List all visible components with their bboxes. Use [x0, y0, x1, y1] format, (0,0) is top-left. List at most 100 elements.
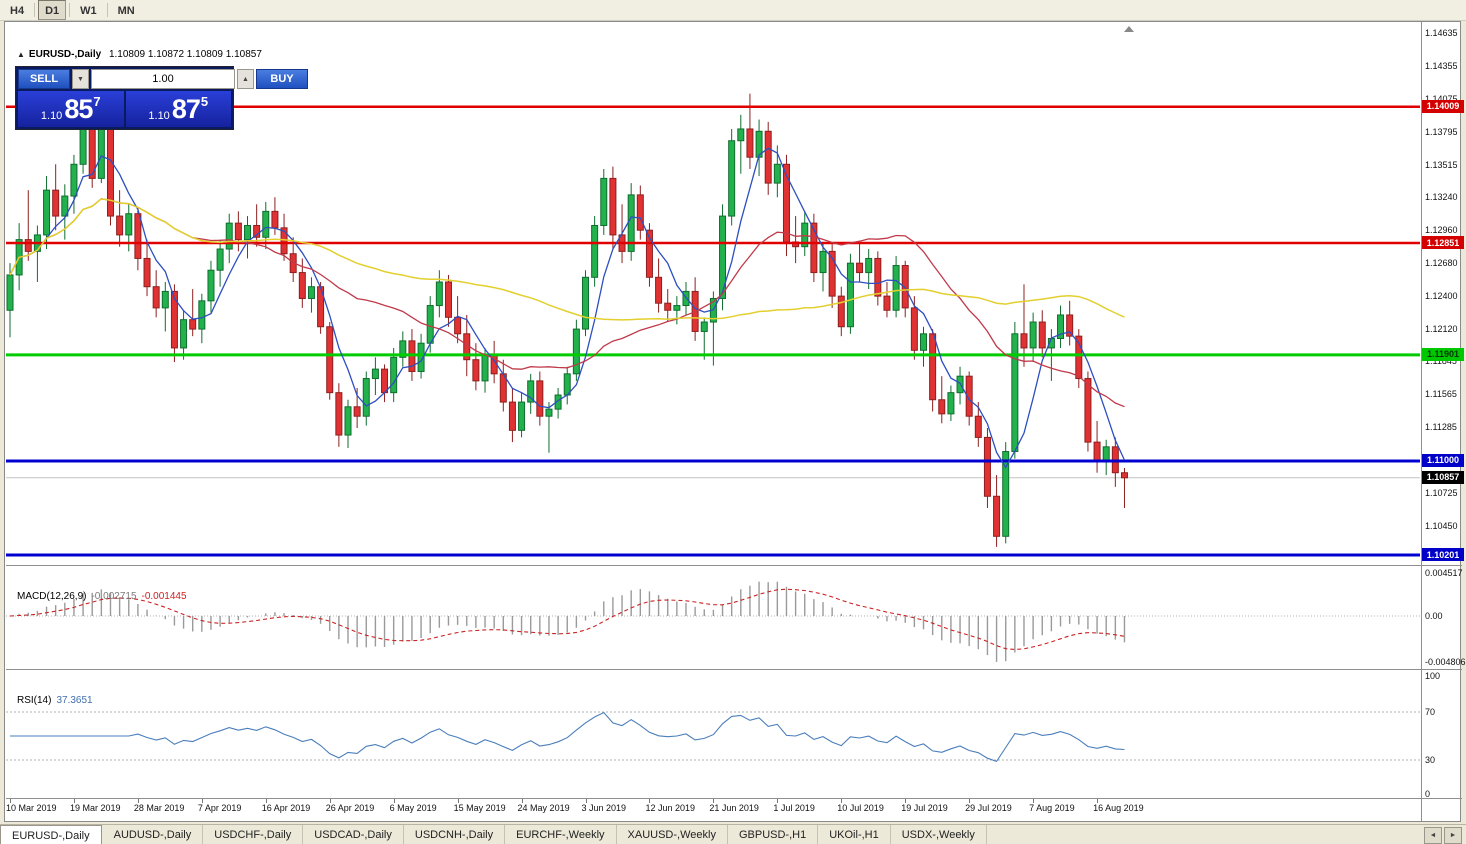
volume-decrease-button[interactable]: ▼ — [72, 69, 89, 89]
price-axis-label: 1.10725 — [1425, 488, 1458, 499]
price-level-badge: 1.11000 — [1422, 453, 1464, 467]
chart-tab[interactable]: USDX-,Weekly — [891, 825, 987, 844]
date-axis-tick — [393, 799, 395, 803]
timeframe-button-w1[interactable]: W1 — [80, 4, 97, 17]
price-level-badge: 1.11901 — [1422, 347, 1464, 361]
buy-price-pip-digit: 5 — [200, 94, 209, 109]
date-axis-label: 7 Aug 2019 — [1029, 803, 1075, 813]
price-level-badge: 1.12851 — [1422, 236, 1464, 250]
timeframe-button-d1[interactable]: D1 — [38, 0, 67, 20]
date-axis-tick — [457, 799, 459, 803]
chart-tab[interactable]: USDCAD-,Daily — [303, 825, 404, 844]
macd-histogram — [18, 581, 1126, 662]
date-axis-label: 10 Jul 2019 — [837, 803, 884, 813]
date-axis-tick — [265, 799, 267, 803]
chart-tab[interactable]: USDCNH-,Daily — [404, 825, 506, 844]
date-axis-tick — [585, 799, 587, 803]
toolbar-separator — [106, 3, 108, 17]
date-axis-tick — [10, 799, 11, 803]
timeframe-button-mn[interactable]: MN — [117, 4, 135, 17]
buy-button[interactable]: BUY — [256, 69, 308, 89]
rsi-name: RSI(14) — [17, 695, 52, 706]
chart-tab[interactable]: USDCHF-,Daily — [203, 825, 304, 844]
rsi-indicator-label: RSI(14) 37.3651 — [17, 695, 93, 706]
buy-price-display[interactable]: 1.10 87 5 — [125, 91, 231, 127]
volume-input[interactable] — [91, 69, 235, 89]
rsi-panel-splitter[interactable] — [6, 669, 1462, 670]
date-axis-label: 26 Apr 2019 — [325, 803, 375, 813]
date-axis-tick — [521, 799, 523, 803]
one-click-trading-toggle-icon[interactable]: ▲ — [17, 50, 25, 59]
date-axis-label: 24 May 2019 — [517, 803, 570, 813]
sell-price-big-digits: 85 — [64, 93, 93, 124]
date-axis-separator — [6, 798, 1462, 799]
chart-tab[interactable]: AUDUSD-,Daily — [103, 825, 204, 844]
price-axis-label: 1.10450 — [1425, 520, 1458, 531]
macd-chart-canvas[interactable] — [6, 566, 1420, 669]
sell-button[interactable]: SELL — [18, 69, 70, 89]
chart-ohlc-values: 1.10809 1.10872 1.10809 1.10857 — [108, 49, 262, 60]
date-axis-label: 29 Jul 2019 — [965, 803, 1012, 813]
macd-scale-label: 0.004517 — [1425, 568, 1463, 578]
rsi-scale-label: 100 — [1425, 671, 1441, 681]
date-axis-label: 16 Aug 2019 — [1093, 803, 1144, 813]
price-axis-label: 1.14355 — [1425, 60, 1458, 71]
date-axis-tick — [73, 799, 75, 803]
tab-scroll-group: ◄ ► — [1424, 825, 1466, 844]
rsi-scale-label: 70 — [1425, 707, 1436, 717]
date-axis-tick — [649, 799, 651, 803]
main-chart-canvas[interactable] — [6, 24, 1420, 565]
rsi-scale-label: 30 — [1425, 755, 1436, 765]
tab-scroll-right-icon[interactable]: ► — [1444, 826, 1462, 844]
rsi-chart-canvas[interactable] — [6, 670, 1420, 798]
timeframe-button-h4[interactable]: H4 — [10, 4, 25, 17]
date-axis-tick — [137, 799, 139, 803]
date-axis-label: 15 May 2019 — [453, 803, 506, 813]
sell-price-display[interactable]: 1.10 85 7 — [18, 91, 124, 127]
date-axis-tick — [905, 799, 907, 803]
date-axis-tick — [841, 799, 843, 803]
price-level-badge: 1.10201 — [1422, 548, 1464, 561]
date-axis-label: 7 Apr 2019 — [197, 803, 242, 813]
date-axis-label: 10 Mar 2019 — [6, 803, 57, 813]
chart-shift-marker[interactable] — [1124, 26, 1134, 32]
price-axis-label: 1.14075 — [1425, 94, 1464, 104]
date-axis-tick — [1033, 799, 1035, 803]
date-axis-tick — [201, 799, 203, 803]
macd-scale-label: -0.004806 — [1425, 657, 1466, 667]
date-axis-label: 19 Mar 2019 — [69, 803, 121, 813]
macd-signal-line — [9, 588, 1125, 651]
macd-signal-value: -0.001445 — [141, 591, 187, 602]
tab-scroll-left-icon[interactable]: ◄ — [1424, 826, 1442, 844]
rsi-scale-label: 0 — [1425, 789, 1431, 799]
price-axis-label: 1.11285 — [1425, 422, 1457, 433]
chart-tab[interactable]: GBPUSD-,H1 — [728, 825, 819, 844]
price-level-badge: 1.14009 — [1422, 99, 1464, 113]
date-axis-tick — [1097, 799, 1099, 803]
date-axis-label: 19 Jul 2019 — [901, 803, 948, 813]
date-axis-tick — [777, 799, 779, 803]
date-axis-tick — [329, 799, 331, 803]
date-axis-label: 21 Jun 2019 — [709, 803, 759, 813]
current-price-badge: 1.10857 — [1422, 470, 1464, 484]
date-axis-label: 28 Mar 2019 — [133, 803, 185, 813]
volume-increase-button[interactable]: ▲ — [237, 69, 254, 89]
sell-price-prefix: 1.10 — [40, 110, 63, 122]
chart-tab[interactable]: XAUUSD-,Weekly — [617, 825, 728, 844]
rsi-value: 37.3651 — [56, 695, 93, 706]
macd-panel-splitter[interactable] — [6, 565, 1462, 566]
chart-tab[interactable]: EURCHF-,Weekly — [505, 825, 617, 844]
chart-tab[interactable]: UKOil-,H1 — [818, 825, 891, 844]
price-axis-label: 1.13240 — [1425, 192, 1458, 203]
chart-tab[interactable]: EURUSD-,Daily — [0, 825, 102, 844]
price-axis-label: 1.13515 — [1425, 159, 1458, 170]
date-axis-label: 12 Jun 2019 — [645, 803, 695, 813]
price-axis-label: 1.12680 — [1425, 258, 1458, 269]
price-axis-separator — [1421, 22, 1422, 821]
chart-symbol-title: EURUSD-,Daily — [28, 49, 102, 60]
buy-price-prefix: 1.10 — [148, 110, 170, 122]
date-axis-label: 16 Apr 2019 — [261, 803, 311, 813]
sell-price-pip-digit: 7 — [93, 94, 101, 109]
date-axis-label: 6 May 2019 — [389, 803, 437, 813]
